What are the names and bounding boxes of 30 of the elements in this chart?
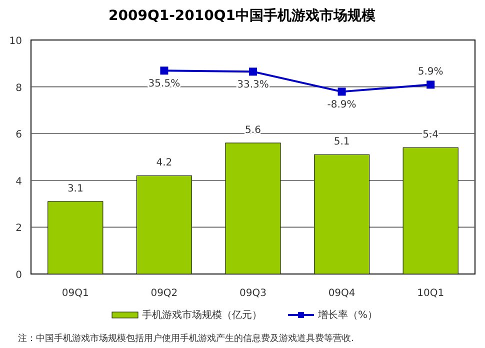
x-tick-label: 10Q1 (417, 288, 444, 299)
x-tick-label: 09Q2 (150, 288, 178, 299)
bar (48, 201, 104, 274)
y-tick-label: 2 (16, 223, 22, 234)
y-tick-label: 6 (16, 130, 22, 141)
bar (225, 142, 281, 274)
x-tick-label: 09Q4 (328, 288, 356, 299)
y-tick-label: 10 (9, 36, 22, 47)
bar (136, 175, 192, 274)
data-label: 4.2 (156, 158, 172, 169)
bar (402, 147, 458, 274)
data-label: 3.1 (67, 183, 84, 194)
legend-label: 增长率（%） (317, 309, 378, 321)
point (160, 66, 168, 75)
point (338, 88, 346, 96)
x-tick-label: 09Q3 (240, 288, 266, 299)
legend-label: 手机游戏市场规模（亿元） (142, 309, 262, 321)
point (249, 68, 257, 76)
y-tick-label: 0 (16, 270, 22, 281)
y-tick-label: 8 (16, 82, 22, 94)
data-label: 5.1 (334, 136, 350, 148)
point (426, 80, 435, 89)
x-tick-label: 09Q1 (62, 288, 89, 299)
chart-title: 2009Q1-2010Q1中国手机游戏市场规模 (108, 7, 377, 24)
data-label: 5.6 (245, 124, 261, 136)
data-label: -8.9% (327, 100, 356, 111)
data-label: 5.9% (418, 66, 444, 78)
y-tick-label: 4 (16, 176, 22, 188)
bar (314, 154, 370, 274)
text: 注：中国手机游戏市场规模包括用户使用手机游戏产生的信息费及游戏道具费等营收. (18, 333, 354, 344)
